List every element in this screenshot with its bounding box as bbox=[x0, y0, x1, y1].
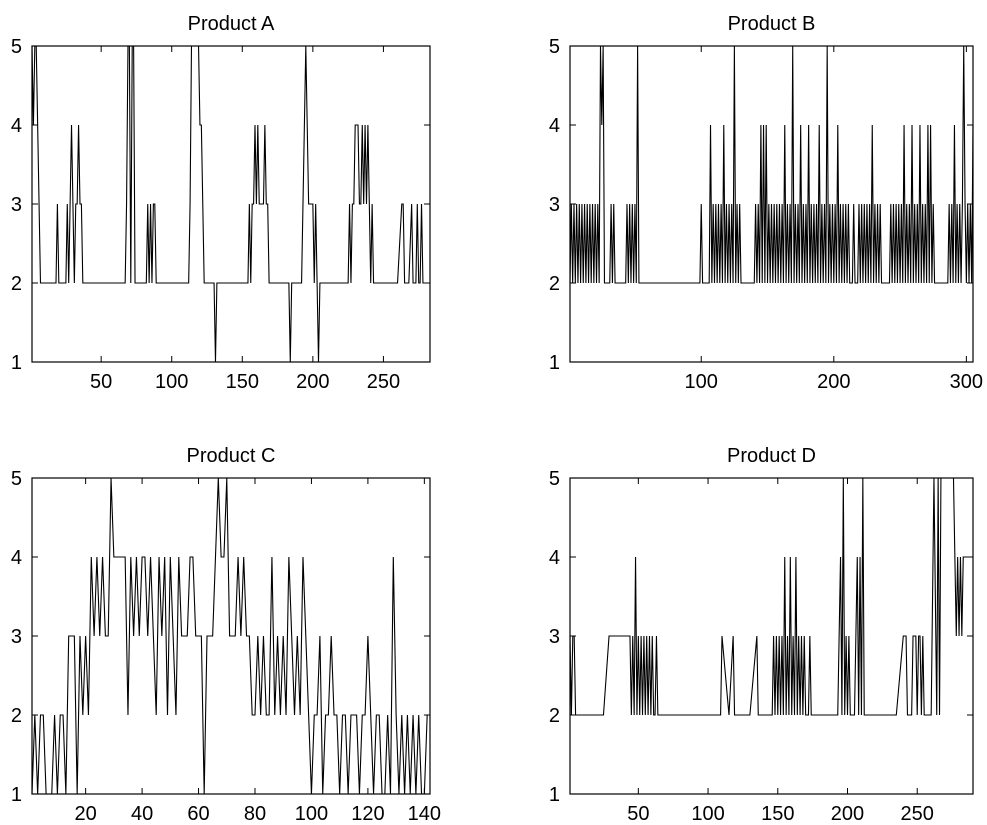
y-tick-label: 5 bbox=[11, 468, 22, 490]
y-tick-label: 2 bbox=[549, 273, 560, 295]
x-tick-label: 100 bbox=[155, 371, 188, 393]
plot-frame bbox=[31, 45, 431, 363]
y-tick-label: 5 bbox=[549, 36, 560, 58]
x-tick-label: 50 bbox=[90, 371, 112, 393]
x-tick-label: 20 bbox=[75, 803, 97, 825]
x-tick-label: 40 bbox=[131, 803, 153, 825]
chart-panel-1: Product A 50 100 150 200 250 1 2 3 4 5 bbox=[11, 13, 431, 393]
x-tick-label: 100 bbox=[295, 803, 328, 825]
series-line bbox=[31, 45, 430, 363]
chart-title: Product C bbox=[187, 445, 276, 467]
chart-panel-2: Product B 100 200 300 1 2 3 4 5 bbox=[549, 13, 983, 393]
y-tick-label: 4 bbox=[11, 115, 22, 137]
y-tick-label: 4 bbox=[549, 547, 560, 569]
y-tick-label: 1 bbox=[549, 784, 560, 806]
x-tick-label: 250 bbox=[901, 803, 934, 825]
y-tick-label: 1 bbox=[11, 352, 22, 374]
y-tick-label: 5 bbox=[549, 468, 560, 490]
y-tick-label: 5 bbox=[11, 36, 22, 58]
x-tick-label: 140 bbox=[408, 803, 441, 825]
chart-panel-4: Product D 50 100 150 200 250 1 2 3 4 5 bbox=[549, 445, 974, 825]
x-tick-label: 60 bbox=[187, 803, 209, 825]
x-tick-label: 300 bbox=[950, 371, 983, 393]
y-tick-label: 4 bbox=[11, 547, 22, 569]
y-tick-label: 1 bbox=[11, 784, 22, 806]
series-line bbox=[569, 45, 974, 284]
x-tick-label: 200 bbox=[831, 803, 864, 825]
x-tick-label: 200 bbox=[817, 371, 850, 393]
y-tick-label: 2 bbox=[11, 705, 22, 727]
y-tick-label: 3 bbox=[549, 626, 560, 648]
chart-title: Product A bbox=[188, 13, 275, 35]
y-tick-label: 3 bbox=[11, 626, 22, 648]
x-tick-label: 120 bbox=[351, 803, 384, 825]
x-tick-label: 150 bbox=[761, 803, 794, 825]
x-tick-label: 100 bbox=[691, 803, 724, 825]
y-tick-label: 3 bbox=[11, 194, 22, 216]
x-tick-label: 200 bbox=[296, 371, 329, 393]
x-tick-label: 100 bbox=[685, 371, 718, 393]
series-line bbox=[31, 477, 430, 795]
y-tick-label: 1 bbox=[549, 352, 560, 374]
chart-title: Product B bbox=[728, 13, 816, 35]
x-tick-label: 80 bbox=[244, 803, 266, 825]
y-tick-label: 4 bbox=[549, 115, 560, 137]
y-tick-label: 2 bbox=[549, 705, 560, 727]
y-tick-label: 2 bbox=[11, 273, 22, 295]
chart-title: Product D bbox=[727, 445, 816, 467]
series-line bbox=[569, 477, 973, 716]
x-tick-label: 250 bbox=[367, 371, 400, 393]
y-tick-label: 3 bbox=[549, 194, 560, 216]
x-tick-label: 150 bbox=[226, 371, 259, 393]
chart-panel-3: Product C 20 40 60 80 100 120 140 1 2 3 4 5 bbox=[11, 445, 441, 825]
x-tick-label: 50 bbox=[627, 803, 649, 825]
